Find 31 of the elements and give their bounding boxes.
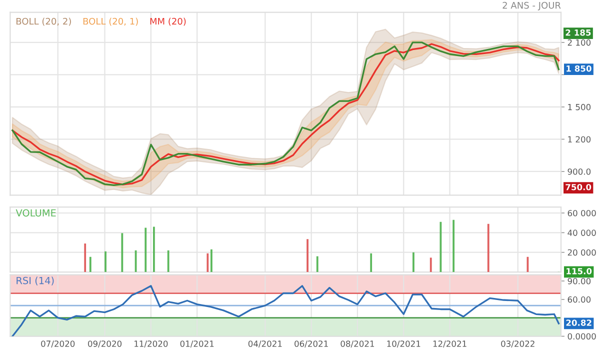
x-tick-label: 01/2021 bbox=[180, 340, 214, 348]
chart-subtitle: 2 ANS - JOUR bbox=[502, 2, 561, 10]
chart-title: RSI (14) bbox=[16, 276, 54, 286]
x-tick-label: 10/2021 bbox=[387, 340, 420, 348]
y-tick-label: 2 100 bbox=[568, 39, 591, 46]
y-tick-label: 0.0000 bbox=[568, 333, 596, 340]
x-tick-label: 04/2021 bbox=[248, 340, 282, 348]
x-tick-label: 11/2020 bbox=[134, 340, 168, 348]
x-tick-label: 06/2021 bbox=[294, 340, 328, 348]
x-tick-label: 07/2020 bbox=[41, 340, 75, 348]
x-tick-label: 12/2021 bbox=[433, 340, 466, 348]
annotation: 115.0 bbox=[566, 268, 592, 274]
y-tick-label: 20 000 bbox=[568, 249, 596, 256]
legend-label: BOLL (20, 1) bbox=[83, 18, 138, 26]
y-tick-label: 900.0 bbox=[568, 168, 591, 175]
y-tick-label: 90.00 bbox=[568, 278, 591, 284]
y-tick-label: 1 200 bbox=[568, 136, 591, 143]
y-tick-label: 40 000 bbox=[568, 230, 596, 236]
y-tick-label: 60 000 bbox=[568, 210, 596, 216]
text: 2 185 bbox=[566, 29, 591, 36]
legend-label: BOLL (20, 2) bbox=[16, 18, 71, 26]
text: 750.0 bbox=[566, 184, 592, 190]
chart-title: VOLUME bbox=[16, 209, 56, 217]
annotation: 20.82 bbox=[566, 320, 592, 326]
x-tick-label: 03/2022 bbox=[501, 340, 534, 348]
annotation: 1 850 bbox=[566, 65, 592, 72]
x-tick-label: 08/2021 bbox=[340, 340, 374, 348]
text: MM (20) bbox=[150, 18, 186, 26]
y-tick-label: 1 500 bbox=[568, 104, 591, 110]
y-tick-label: 60.00 bbox=[568, 296, 591, 303]
x-tick-label: 09/2020 bbox=[88, 340, 122, 348]
